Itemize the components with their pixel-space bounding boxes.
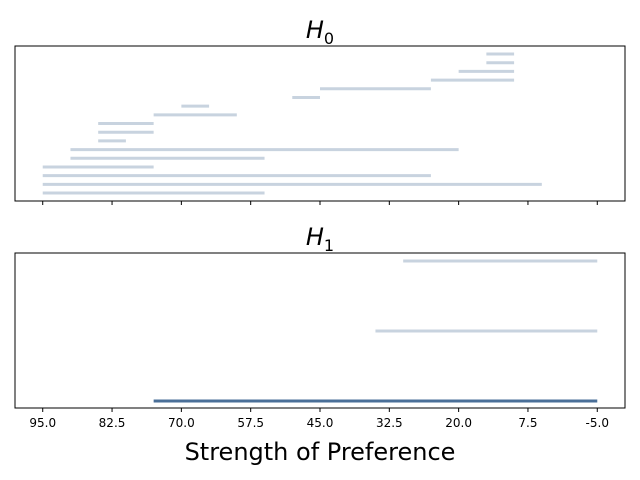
x-tick-label: 82.5: [99, 416, 126, 430]
panel-h1: H1 95.0 82.5 70.0 57.5 45.0 32.5 20.0 7.5 -5.0: [14, 223, 626, 430]
panel-title: H0: [306, 16, 334, 48]
x-tick-label: 32.5: [376, 416, 403, 430]
x-tick-label: 70.0: [168, 416, 195, 430]
x-tick-label: 20.0: [445, 416, 472, 430]
panel-title-main: H: [306, 16, 324, 44]
x-tick-label: 57.5: [237, 416, 264, 430]
panel-h0: H0: [14, 16, 626, 205]
panel-title: H1: [306, 223, 334, 255]
x-tick-label: 45.0: [307, 416, 334, 430]
panel-title-main: H: [306, 223, 324, 251]
panel-title-subscript: 0: [324, 29, 334, 48]
x-tick-label: 95.0: [29, 416, 56, 430]
x-tick-label: 7.5: [518, 416, 537, 430]
x-axis-label: Strength of Preference: [185, 438, 456, 466]
x-tick-label: -5.0: [586, 416, 609, 430]
panel-title-subscript: 1: [324, 236, 334, 255]
